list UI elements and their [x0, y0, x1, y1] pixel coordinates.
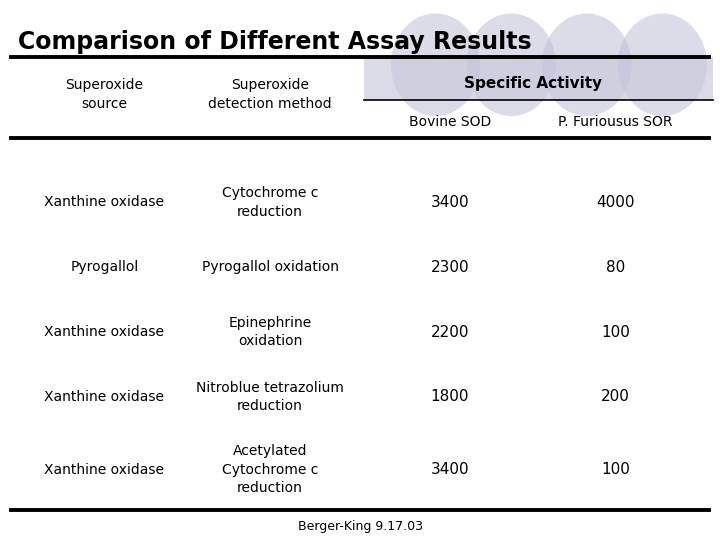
Text: 3400: 3400: [431, 195, 469, 210]
Ellipse shape: [542, 14, 631, 116]
Text: 2200: 2200: [431, 325, 469, 340]
Ellipse shape: [618, 14, 707, 116]
Text: P. Furiousus SOR: P. Furiousus SOR: [558, 114, 673, 129]
Ellipse shape: [467, 14, 556, 116]
Text: Pyrogallol: Pyrogallol: [71, 260, 138, 274]
Text: Superoxide
source: Superoxide source: [66, 78, 143, 111]
Text: Superoxide
detection method: Superoxide detection method: [208, 78, 332, 111]
Text: 100: 100: [601, 462, 630, 477]
Text: 100: 100: [601, 325, 630, 340]
Text: 4000: 4000: [596, 195, 635, 210]
Text: Epinephrine
oxidation: Epinephrine oxidation: [228, 316, 312, 348]
Text: Xanthine oxidase: Xanthine oxidase: [45, 463, 164, 477]
Text: Pyrogallol oxidation: Pyrogallol oxidation: [202, 260, 338, 274]
Text: Xanthine oxidase: Xanthine oxidase: [45, 325, 164, 339]
Ellipse shape: [391, 14, 480, 116]
Text: Comparison of Different Assay Results: Comparison of Different Assay Results: [18, 30, 531, 53]
Text: Xanthine oxidase: Xanthine oxidase: [45, 390, 164, 404]
Text: 3400: 3400: [431, 462, 469, 477]
Text: Xanthine oxidase: Xanthine oxidase: [45, 195, 164, 210]
FancyBboxPatch shape: [364, 57, 713, 100]
Text: 1800: 1800: [431, 389, 469, 404]
Text: Berger-King 9.17.03: Berger-King 9.17.03: [297, 520, 423, 533]
Text: 2300: 2300: [431, 260, 469, 275]
Text: Cytochrome c
reduction: Cytochrome c reduction: [222, 186, 318, 219]
Text: Nitroblue tetrazolium
reduction: Nitroblue tetrazolium reduction: [196, 381, 344, 413]
Text: Specific Activity: Specific Activity: [464, 76, 602, 91]
Text: 80: 80: [606, 260, 625, 275]
Text: Bovine SOD: Bovine SOD: [409, 114, 491, 129]
Text: Acetylated
Cytochrome c
reduction: Acetylated Cytochrome c reduction: [222, 444, 318, 495]
Text: 200: 200: [601, 389, 630, 404]
